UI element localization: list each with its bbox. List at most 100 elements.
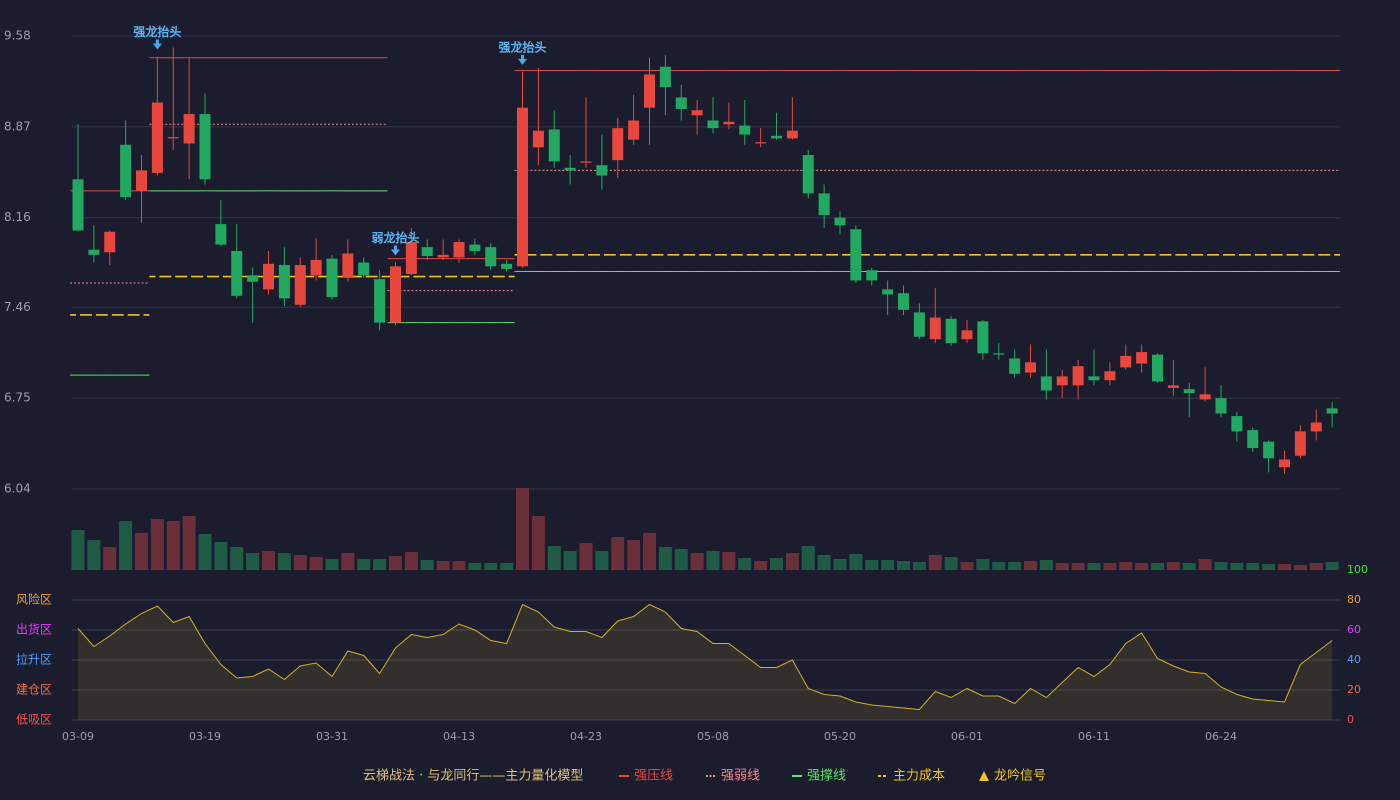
volume-bar (992, 562, 1006, 570)
candle-body (167, 137, 179, 139)
volume-bar (135, 533, 148, 570)
volume-bar (1182, 563, 1196, 570)
volume-bar (1039, 560, 1053, 570)
x-tick-label: 03-19 (189, 730, 221, 743)
x-tick-label: 05-08 (697, 730, 729, 743)
y2-tick-label: 60 (1347, 623, 1361, 636)
y-tick-label: 7.46 (4, 300, 31, 314)
legend-label: 强弱线 (721, 769, 760, 784)
candle-body (628, 120, 640, 140)
oscillator-line (77, 603, 1333, 711)
candle-body (850, 229, 862, 281)
candle-body (358, 262, 370, 276)
volume-bar (166, 521, 180, 570)
volume-bar (1055, 563, 1069, 570)
candle-body (374, 279, 386, 323)
volume-bar (674, 549, 688, 570)
volume-bar (1071, 563, 1085, 570)
candle-body (151, 102, 163, 173)
candle-body (802, 155, 814, 194)
volume-bar (643, 533, 656, 570)
candle-body (1231, 416, 1243, 432)
volume-bar (770, 558, 783, 570)
candle-body (1120, 355, 1132, 368)
volume-bar (754, 561, 768, 570)
volume-bar (373, 559, 387, 570)
volume-bar (706, 551, 720, 570)
legend-swatch (979, 771, 989, 781)
volume-bar (801, 546, 815, 570)
volume-bar (865, 560, 879, 570)
candle-body (675, 97, 687, 109)
volume-bar (357, 559, 371, 570)
candle-body (818, 193, 830, 216)
candle-body (659, 66, 671, 88)
candle-body (247, 275, 259, 282)
volume-bar (277, 553, 291, 570)
candle-body (993, 353, 1005, 355)
volume-bar (912, 562, 926, 570)
volume-bar (1262, 564, 1276, 570)
volume-bar (341, 553, 355, 570)
candle-body (342, 253, 354, 278)
candle-body (707, 120, 719, 129)
volume-bar (897, 561, 910, 570)
volume-bar (1087, 563, 1101, 570)
candle-body (580, 161, 592, 163)
volume-bar (404, 552, 418, 570)
candle-body (104, 231, 116, 253)
candle-body (691, 110, 703, 116)
candle-body (136, 170, 147, 191)
volume-bar (87, 540, 101, 570)
candle-body (564, 167, 576, 171)
volume-bar (293, 555, 307, 570)
volume-bar (325, 559, 339, 570)
y2-tick-label: 0 (1347, 713, 1354, 726)
candle-body (1136, 352, 1148, 364)
candle-body (437, 254, 449, 258)
signal-arrow (518, 54, 527, 65)
candle-body (120, 144, 132, 198)
volume-bar (658, 547, 672, 570)
volume-bar (246, 553, 260, 570)
volume-bar (452, 561, 466, 570)
legend-label: 主力成本 (893, 769, 945, 784)
candle-body (961, 330, 973, 340)
candle-body (929, 317, 941, 340)
y2-tick-label: 40 (1347, 653, 1361, 666)
volume-bar (500, 563, 514, 570)
candle-body (278, 265, 290, 299)
volume-bar (579, 543, 593, 570)
x-tick-label: 03-09 (62, 730, 94, 743)
candle-body (1152, 354, 1163, 382)
y-tick-label: 6.04 (4, 482, 31, 496)
candle-body (1025, 362, 1036, 373)
volume-bar (1309, 563, 1323, 570)
candle-body (644, 74, 655, 108)
candle-body (913, 312, 925, 337)
volume-bar (690, 553, 704, 570)
volume-bar (531, 516, 545, 570)
y2-tick-label: 20 (1347, 683, 1361, 696)
volume-bar (1151, 563, 1164, 570)
volume-bar (563, 551, 577, 570)
candle-body (310, 259, 322, 276)
x-tick-label: 06-01 (951, 730, 983, 743)
volume-bar (960, 562, 974, 570)
candle-body (1009, 358, 1021, 374)
volume-bar (214, 542, 228, 570)
y-tick-label: 8.87 (4, 119, 31, 133)
signal-label: 强龙抬头 (133, 24, 181, 39)
x-tick-label: 03-31 (316, 730, 348, 743)
candle-body (945, 318, 957, 344)
volume-bar (150, 519, 164, 570)
volume-bar (722, 552, 736, 570)
volume-bar (611, 537, 625, 570)
candle-body (453, 242, 465, 258)
signal-label: 强龙抬头 (498, 39, 546, 54)
candle-body (469, 244, 481, 251)
volume-bar (833, 559, 847, 570)
candle-body (771, 135, 782, 139)
volume-bar (1024, 561, 1037, 570)
x-tick-label: 06-11 (1078, 730, 1110, 743)
